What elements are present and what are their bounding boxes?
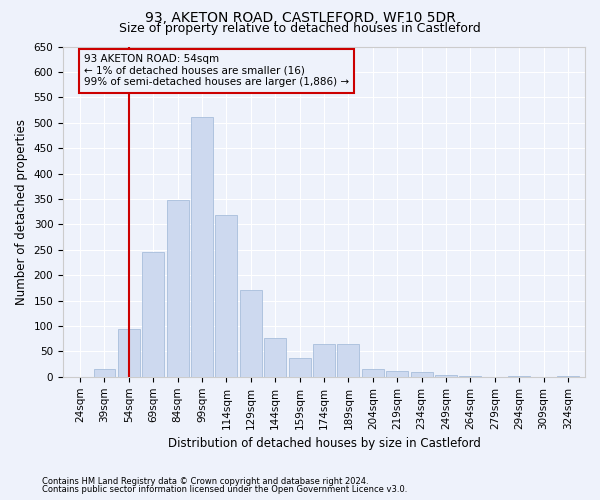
Bar: [362, 369, 384, 377]
Text: 93, AKETON ROAD, CASTLEFORD, WF10 5DR: 93, AKETON ROAD, CASTLEFORD, WF10 5DR: [145, 11, 455, 25]
Text: Size of property relative to detached houses in Castleford: Size of property relative to detached ho…: [119, 22, 481, 35]
Bar: [435, 376, 457, 377]
Bar: [386, 370, 408, 377]
Text: 93 AKETON ROAD: 54sqm
← 1% of detached houses are smaller (16)
99% of semi-detac: 93 AKETON ROAD: 54sqm ← 1% of detached h…: [84, 54, 349, 88]
Bar: [167, 200, 188, 377]
Bar: [215, 215, 238, 377]
Bar: [508, 376, 530, 377]
Bar: [240, 290, 262, 377]
Bar: [337, 344, 359, 377]
Bar: [94, 369, 115, 377]
Bar: [191, 116, 213, 377]
Bar: [410, 372, 433, 377]
Bar: [557, 376, 579, 377]
Bar: [142, 252, 164, 377]
Bar: [460, 376, 481, 377]
Bar: [289, 358, 311, 377]
X-axis label: Distribution of detached houses by size in Castleford: Distribution of detached houses by size …: [167, 437, 481, 450]
Y-axis label: Number of detached properties: Number of detached properties: [15, 118, 28, 304]
Bar: [118, 328, 140, 377]
Bar: [264, 338, 286, 377]
Text: Contains HM Land Registry data © Crown copyright and database right 2024.: Contains HM Land Registry data © Crown c…: [42, 477, 368, 486]
Bar: [313, 344, 335, 377]
Text: Contains public sector information licensed under the Open Government Licence v3: Contains public sector information licen…: [42, 485, 407, 494]
